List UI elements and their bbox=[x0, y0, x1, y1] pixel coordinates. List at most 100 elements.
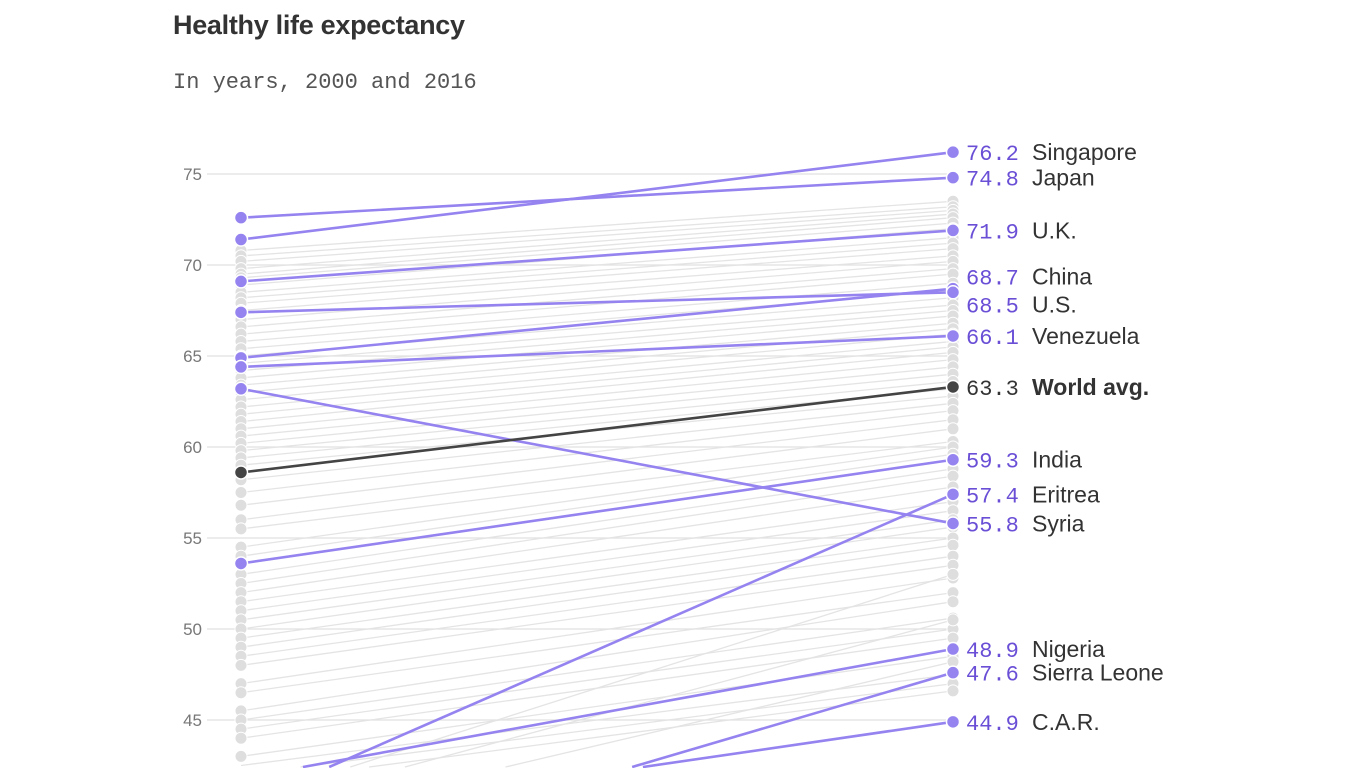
country-dot bbox=[945, 487, 961, 502]
other-country-line bbox=[240, 519, 954, 621]
other-country-line bbox=[240, 537, 954, 639]
other-country-line bbox=[240, 282, 954, 343]
other-country-line bbox=[240, 526, 954, 630]
country-line bbox=[240, 150, 954, 241]
other-country-line bbox=[240, 601, 954, 712]
country-line bbox=[240, 229, 954, 283]
other-country-line bbox=[369, 690, 954, 768]
country-dot bbox=[945, 516, 961, 531]
other-country-line bbox=[240, 206, 954, 257]
country-label: Sierra Leone bbox=[1032, 660, 1164, 686]
value-label: 59.3 bbox=[966, 450, 1019, 475]
y-tick-label: 70 bbox=[183, 256, 202, 275]
chart-title: Healthy life expectancy bbox=[173, 10, 465, 40]
other-country-line bbox=[240, 304, 954, 364]
country-label: China bbox=[1032, 264, 1092, 290]
other-country-dot bbox=[946, 538, 960, 552]
country-dot bbox=[945, 452, 961, 467]
value-label: 71.9 bbox=[966, 220, 1019, 245]
country-line bbox=[302, 647, 954, 768]
country-dot bbox=[233, 305, 249, 320]
country-dot bbox=[233, 359, 249, 375]
value-label: 63.3 bbox=[966, 377, 1019, 402]
country-line bbox=[240, 334, 954, 369]
other-country-line bbox=[240, 628, 954, 730]
value-label: 66.1 bbox=[966, 326, 1019, 351]
other-country-line bbox=[240, 247, 954, 304]
other-country-line bbox=[240, 213, 954, 270]
country-line bbox=[642, 720, 954, 768]
other-country-line bbox=[240, 380, 954, 452]
other-country-line bbox=[240, 446, 954, 548]
value-label: 68.7 bbox=[966, 267, 1019, 292]
other-country-line bbox=[240, 428, 954, 521]
value-label: 76.2 bbox=[966, 142, 1019, 167]
other-country-line bbox=[240, 237, 954, 293]
other-country-line bbox=[240, 655, 954, 758]
country-dot bbox=[233, 274, 249, 289]
other-country-line bbox=[240, 564, 954, 667]
y-tick-label: 75 bbox=[183, 165, 202, 184]
world-dot bbox=[233, 465, 249, 480]
other-country-line bbox=[240, 346, 954, 415]
country-dot bbox=[233, 556, 249, 571]
country-dot bbox=[233, 232, 249, 247]
country-dot bbox=[233, 210, 249, 225]
other-country-line bbox=[240, 402, 954, 481]
other-country-line bbox=[240, 200, 954, 252]
other-country-line bbox=[505, 661, 954, 768]
other-country-line bbox=[350, 573, 954, 768]
other-country-dot bbox=[946, 469, 960, 483]
y-tick-label: 65 bbox=[183, 347, 202, 366]
y-tick-label: 45 bbox=[183, 711, 202, 730]
country-line bbox=[631, 671, 954, 768]
other-country-line bbox=[240, 440, 954, 530]
value-label: 48.9 bbox=[966, 639, 1019, 664]
other-country-line bbox=[404, 619, 954, 768]
other-country-line bbox=[240, 315, 954, 379]
other-country-line bbox=[240, 544, 954, 648]
country-dot bbox=[945, 714, 961, 730]
value-label: 74.8 bbox=[966, 168, 1019, 193]
other-country-dot bbox=[234, 658, 248, 672]
other-country-line bbox=[240, 419, 954, 506]
country-dot bbox=[945, 641, 961, 657]
country-label: U.K. bbox=[1032, 217, 1077, 243]
country-dot bbox=[945, 328, 961, 344]
country-dot bbox=[945, 665, 961, 680]
value-label: 44.9 bbox=[966, 712, 1019, 737]
country-dot bbox=[945, 285, 961, 300]
other-country-line bbox=[300, 682, 954, 768]
y-tick-label: 60 bbox=[183, 438, 202, 457]
other-country-dot bbox=[234, 749, 248, 763]
country-label: Eritrea bbox=[1032, 481, 1100, 507]
country-dot bbox=[233, 381, 249, 397]
other-country-line bbox=[240, 500, 954, 603]
other-country-line bbox=[240, 255, 954, 312]
other-country-dot bbox=[946, 595, 960, 609]
other-country-line bbox=[240, 273, 954, 335]
country-dot bbox=[945, 223, 961, 238]
value-label: 47.6 bbox=[966, 663, 1019, 688]
world-line bbox=[240, 385, 954, 474]
other-country-dot bbox=[234, 522, 248, 536]
other-country-line bbox=[240, 577, 954, 685]
other-country-line bbox=[240, 222, 954, 279]
other-country-line bbox=[240, 328, 954, 394]
other-country-dot bbox=[234, 686, 248, 700]
other-country-dot bbox=[234, 498, 248, 512]
other-country-line bbox=[240, 555, 954, 657]
other-country-dot bbox=[234, 486, 248, 499]
other-country-line bbox=[240, 453, 954, 557]
other-country-dot bbox=[234, 731, 248, 745]
y-tick-label: 55 bbox=[183, 529, 202, 548]
country-line bbox=[240, 458, 954, 565]
other-country-line bbox=[240, 242, 954, 299]
chart-subtitle: In years, 2000 and 2016 bbox=[173, 70, 477, 95]
other-country-line bbox=[240, 366, 954, 437]
value-label: 57.4 bbox=[966, 484, 1019, 509]
country-dot bbox=[945, 170, 961, 185]
other-country-line bbox=[240, 322, 954, 386]
other-country-line bbox=[240, 373, 954, 445]
other-country-line bbox=[240, 333, 954, 401]
